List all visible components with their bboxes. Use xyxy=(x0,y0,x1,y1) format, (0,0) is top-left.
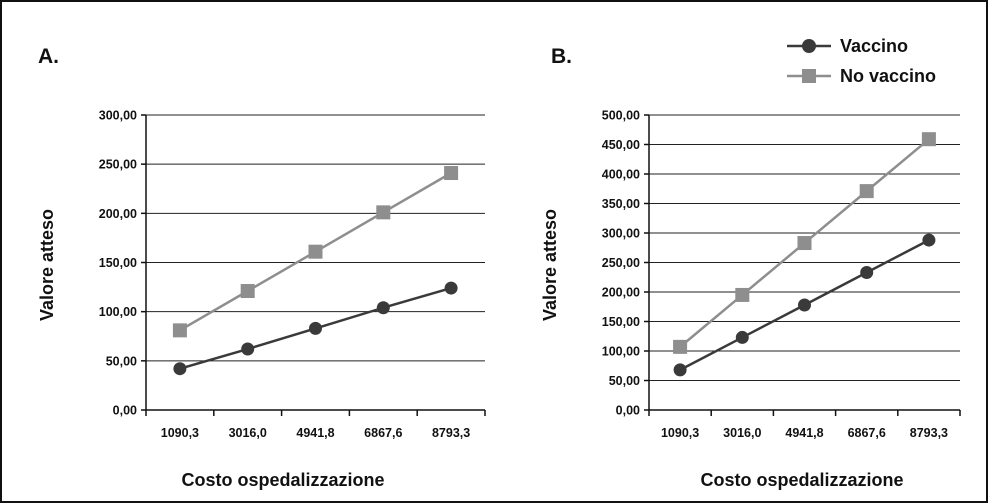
legend: Vaccino No vaccino xyxy=(787,36,936,86)
chart-panel-a: A. Valore atteso Costo ospedalizzazione … xyxy=(37,45,486,490)
panel-a-x-tick-label: 6867,6 xyxy=(364,426,402,440)
panel-b-y-tick-label: 350,00 xyxy=(602,197,640,211)
panel-a-plot-area: 0,00 50,00 100,00 150,00 200,00 250,00 300,00 1… xyxy=(99,109,486,440)
panel-a-series-vaccino-point xyxy=(173,362,187,376)
panel-b-y-tick-label: 250,00 xyxy=(602,256,640,270)
panel-a-y-tick-label: 250,00 xyxy=(99,158,137,172)
panel-b-series-no-vaccino-point xyxy=(797,236,812,251)
legend-vaccino-label: Vaccino xyxy=(840,36,908,56)
legend-vaccino-circle-marker xyxy=(802,39,816,53)
panel-b-series-vaccino-point xyxy=(673,363,687,377)
panel-b-series-vaccino-point xyxy=(798,298,811,312)
panel-a-series-no-vaccino-point xyxy=(240,284,255,299)
panel-b-series-vaccino-point xyxy=(735,330,749,344)
panel-b-x-tick-label: 4941,8 xyxy=(785,426,823,440)
legend-item-vaccino: Vaccino xyxy=(787,36,908,56)
panel-b-x-tick-label: 8793,3 xyxy=(910,426,948,440)
panel-b-y-tick-label: 200,00 xyxy=(602,286,640,300)
panel-b-label: B. xyxy=(551,45,572,68)
panel-b-series-no-vaccino-point xyxy=(673,339,688,354)
panel-a-x-tick-label: 8793,3 xyxy=(432,426,470,440)
panel-b-plot-area: 0,00 50,00 100,00 150,00 200,00 250,00 300,00 3… xyxy=(602,109,961,440)
panel-b-y-axis-title: Valore atteso xyxy=(540,209,560,321)
panel-b-y-tick-label: 400,00 xyxy=(602,168,640,182)
panel-a-y-tick-label: 0,00 xyxy=(113,404,137,418)
panel-a-series-vaccino-point xyxy=(309,321,322,335)
panel-b-y-tick-label: 300,00 xyxy=(602,227,640,241)
legend-no-vaccino-label: No vaccino xyxy=(840,66,936,86)
panel-a-series-vaccino-point xyxy=(376,301,390,315)
panel-a-x-tick-label: 4941,8 xyxy=(296,426,334,440)
panel-b-y-tick-label: 50,00 xyxy=(609,374,640,388)
panel-a-x-tick-label: 3016,0 xyxy=(229,426,267,440)
chart-panel-b: B. Valore atteso Costo ospedalizzazione … xyxy=(540,45,961,490)
panel-a-y-tick-label: 100,00 xyxy=(99,305,137,319)
panel-a-series-vaccino-point xyxy=(444,281,458,295)
panel-b-y-tick-label: 100,00 xyxy=(602,345,640,359)
panel-a-series-no-vaccino-point xyxy=(376,205,391,220)
panel-a-x-axis-title: Costo ospedalizzazione xyxy=(181,470,384,490)
panel-b-series-no-vaccino-point xyxy=(921,132,936,147)
panel-a-y-tick-label: 150,00 xyxy=(99,256,137,270)
panel-b-y-tick-label: 0,00 xyxy=(616,404,640,418)
panel-a-series-no-vaccino-point xyxy=(308,244,323,259)
panel-b-x-axis-title: Costo ospedalizzazione xyxy=(700,470,903,490)
panel-a-series-no-vaccino-point xyxy=(444,166,459,181)
panel-b-x-tick-label: 1090,3 xyxy=(661,426,699,440)
panel-b-x-tick-label: 6867,6 xyxy=(848,426,886,440)
panel-b-series-no-vaccino-point xyxy=(859,184,874,199)
panel-a-y-axis-title: Valore atteso xyxy=(37,209,57,321)
panel-b-x-tick-label: 3016,0 xyxy=(723,426,761,440)
panel-a-x-tick-label: 1090,3 xyxy=(161,426,199,440)
panel-b-series-vaccino-point xyxy=(860,266,874,280)
panel-a-y-tick-label: 200,00 xyxy=(99,207,137,221)
panel-a-series-vaccino-point xyxy=(241,342,255,356)
panel-a-y-tick-label: 300,00 xyxy=(99,109,137,123)
legend-no-vaccino-square-marker xyxy=(802,69,816,83)
panel-b-y-tick-label: 500,00 xyxy=(602,109,640,123)
panel-a-label: A. xyxy=(38,45,59,68)
panel-b-y-tick-label: 450,00 xyxy=(602,138,640,152)
panel-b-series-vaccino-point xyxy=(922,233,936,247)
panel-a-series-no-vaccino-point xyxy=(172,323,187,338)
panel-b-series-no-vaccino-point xyxy=(735,287,750,302)
legend-item-no-vaccino: No vaccino xyxy=(787,66,936,86)
panel-a-y-tick-label: 50,00 xyxy=(106,354,137,368)
panel-b-y-tick-label: 150,00 xyxy=(602,315,640,329)
